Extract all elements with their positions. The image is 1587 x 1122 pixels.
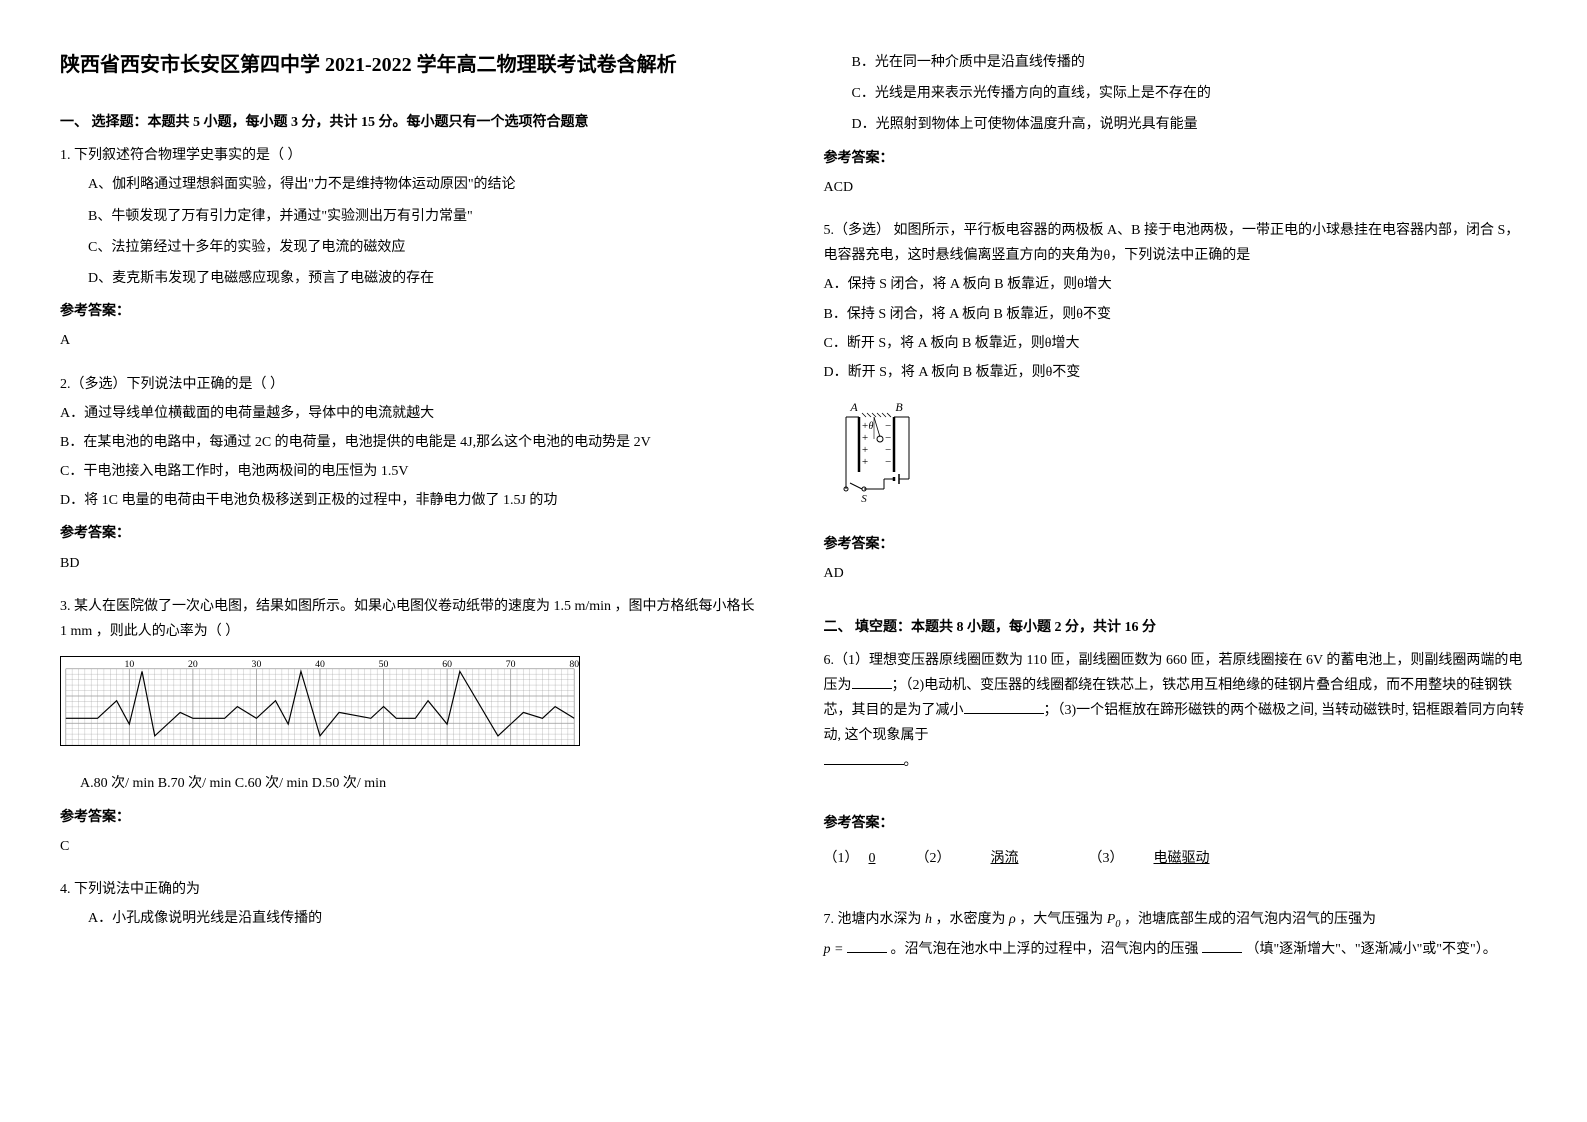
question-4-part1: 4. 下列说法中正确的为 A．小孔成像说明光线是沿直线传播的 [60,877,764,937]
svg-text:−: − [884,432,891,444]
q6-ans3-group: （3）电磁驱动 [1089,846,1240,871]
q5-answer: AD [824,561,1528,586]
svg-text:+: + [861,432,868,444]
q6-answers: （1）0 （2）涡流 （3）电磁驱动 [824,846,1528,871]
question-5: 5.（多选） 如图所示，平行板电容器的两极板 A、B 接于电池两极，一带正电的小… [824,218,1528,597]
q4-optB: B．光在同一种介质中是沿直线传播的 [824,50,1528,75]
q5-optB: B．保持 S 闭合，将 A 板向 B 板靠近，则θ不变 [824,302,1528,327]
question-7: 7. 池塘内水深为 h ，水密度为 ρ ，大气压强为 P0 ，池塘底部生成的沼气… [824,905,1528,971]
q1-answer: A [60,328,764,353]
q4-stem: 4. 下列说法中正确的为 [60,877,764,902]
var-rho: ρ [1009,912,1016,927]
question-6: 6.（1）理想变压器原线圈匝数为 110 匝，副线圈匝数为 660 匝，若原线圈… [824,648,1528,872]
q2-stem: 2.（多选）下列说法中正确的是（ ） [60,372,764,397]
q5-optD: D．断开 S，将 A 板向 B 板靠近，则θ不变 [824,360,1528,385]
q6-ans2-group: （2）涡流 [916,846,1059,871]
q1-optD: D、麦克斯韦发现了电磁感应现象，预言了电磁波的存在 [60,266,764,291]
q6-ans1-group: （1）0 [824,846,886,871]
svg-text:−: − [884,456,891,468]
left-column: 陕西省西安市长安区第四中学 2021-2022 学年高二物理联考试卷含解析 一、… [60,50,764,1072]
svg-text:+: + [861,444,868,456]
section2-title: 二、 填空题：本题共 8 小题，每小题 2 分，共计 16 分 [824,615,1528,640]
q6-ans3-label: （3） [1089,846,1124,871]
svg-text:10: 10 [124,659,134,670]
q7-stem: 7. 池塘内水深为 h ，水密度为 ρ ，大气压强为 P0 ，池塘底部生成的沼气… [824,905,1528,967]
q2-answer-label: 参考答案： [60,521,764,546]
blank-icon [1202,952,1242,953]
q3-options: A.80 次/ min B.70 次/ min C.60 次/ min D.50… [60,771,764,796]
blank-icon [964,713,1044,714]
q7-p3: ，大气压强为 [1019,912,1103,927]
q5-optA: A．保持 S 闭合，将 A 板向 B 板靠近，则θ增大 [824,272,1528,297]
q6-answer-label: 参考答案： [824,811,1528,836]
svg-text:20: 20 [188,659,198,670]
q2-optD: D．将 1C 电量的电荷由干电池负极移送到正极的过程中，非静电力做了 1.5J … [60,488,764,513]
svg-text:A: A [849,400,858,414]
q5-answer-label: 参考答案： [824,532,1528,557]
q3-answer-label: 参考答案： [60,805,764,830]
svg-text:+: + [861,420,868,432]
q6-ans3: 电磁驱动 [1124,846,1240,871]
var-p0-sub: 0 [1115,918,1120,929]
blank-icon [852,688,892,689]
svg-text:S: S [861,493,867,505]
q4-optC: C．光线是用来表示光传播方向的直线，实际上是不存在的 [824,81,1528,106]
q2-optC: C．干电池接入电路工作时，电池两极间的电压恒为 1.5V [60,459,764,484]
capacitor-circuit-diagram: ABθ+−+−+−+−S [834,397,924,507]
q2-answer: BD [60,551,764,576]
q7-p2: ，水密度为 [936,912,1006,927]
svg-text:70: 70 [506,659,516,670]
var-p0-base: P [1107,912,1116,927]
exam-title: 陕西省西安市长安区第四中学 2021-2022 学年高二物理联考试卷含解析 [60,50,764,80]
q6-ans2: 涡流 [951,846,1059,871]
svg-text:−: − [884,444,891,456]
q5-stem: 5.（多选） 如图所示，平行板电容器的两极板 A、B 接于电池两极，一带正电的小… [824,218,1528,268]
q2-optB: B．在某电池的电路中，每通过 2C 的电荷量，电池提供的电能是 4J,那么这个电… [60,430,764,455]
svg-text:80: 80 [569,659,579,670]
ecg-chart: 10 20 30 40 50 60 70 80 [60,656,580,746]
svg-text:θ: θ [868,421,873,432]
var-p: p = [824,942,844,957]
svg-text:−: − [884,420,891,432]
var-h: h [925,912,932,927]
q4-answer-label: 参考答案： [824,146,1528,171]
q1-answer-label: 参考答案： [60,299,764,324]
q5-optC: C．断开 S，将 A 板向 B 板靠近，则θ增大 [824,331,1528,356]
q3-answer: C [60,834,764,859]
svg-text:60: 60 [442,659,452,670]
q1-stem: 1. 下列叙述符合物理学史事实的是（ ） [60,143,764,168]
q4-optD: D．光照射到物体上可使物体温度升高，说明光具有能量 [824,112,1528,137]
q7-p1: 7. 池塘内水深为 [824,912,922,927]
q7-p6: （填"逐渐增大"、"逐渐减小"或"不变"）。 [1245,942,1496,957]
question-1: 1. 下列叙述符合物理学史事实的是（ ） A、伽利略通过理想斜面实验，得出"力不… [60,143,764,363]
question-2: 2.（多选）下列说法中正确的是（ ） A．通过导线单位横截面的电荷量越多，导体中… [60,372,764,586]
q6-ans2-label: （2） [916,846,951,871]
q3-stem: 3. 某人在医院做了一次心电图，结果如图所示。如果心电图仪卷动纸带的速度为 1.… [60,594,764,644]
blank-icon [824,764,904,765]
question-3: 3. 某人在医院做了一次心电图，结果如图所示。如果心电图仪卷动纸带的速度为 1.… [60,594,764,869]
question-4-part2: B．光在同一种介质中是沿直线传播的 C．光线是用来表示光传播方向的直线，实际上是… [824,50,1528,210]
q6-ans1: 0 [859,846,886,871]
svg-text:40: 40 [315,659,325,670]
right-column: B．光在同一种介质中是沿直线传播的 C．光线是用来表示光传播方向的直线，实际上是… [824,50,1528,1072]
q1-optC: C、法拉第经过十多年的实验，发现了电流的磁效应 [60,235,764,260]
q4-answer: ACD [824,175,1528,200]
q4-optA: A．小孔成像说明光线是沿直线传播的 [60,906,764,931]
svg-text:50: 50 [379,659,389,670]
q2-optA: A．通过导线单位横截面的电荷量越多，导体中的电流就越大 [60,401,764,426]
q1-optB: B、牛顿发现了万有引力定律，并通过"实验测出万有引力常量" [60,204,764,229]
svg-text:+: + [861,456,868,468]
blank-icon [847,952,887,953]
q6-stem: 6.（1）理想变压器原线圈匝数为 110 匝，副线圈匝数为 660 匝，若原线圈… [824,648,1528,774]
q7-p4: ，池塘底部生成的沼气泡内沼气的压强为 [1124,912,1376,927]
svg-text:B: B [895,400,903,414]
q1-optA: A、伽利略通过理想斜面实验，得出"力不是维持物体运动原因"的结论 [60,172,764,197]
q6-p4: 。 [904,754,918,769]
var-p0: P0 [1107,912,1121,927]
section1-title: 一、 选择题：本题共 5 小题，每小题 3 分，共计 15 分。每小题只有一个选… [60,110,764,135]
svg-text:30: 30 [252,659,262,670]
q7-p5: 。沼气泡在池水中上浮的过程中，沼气泡内的压强 [890,942,1198,957]
q6-ans1-label: （1） [824,846,859,871]
